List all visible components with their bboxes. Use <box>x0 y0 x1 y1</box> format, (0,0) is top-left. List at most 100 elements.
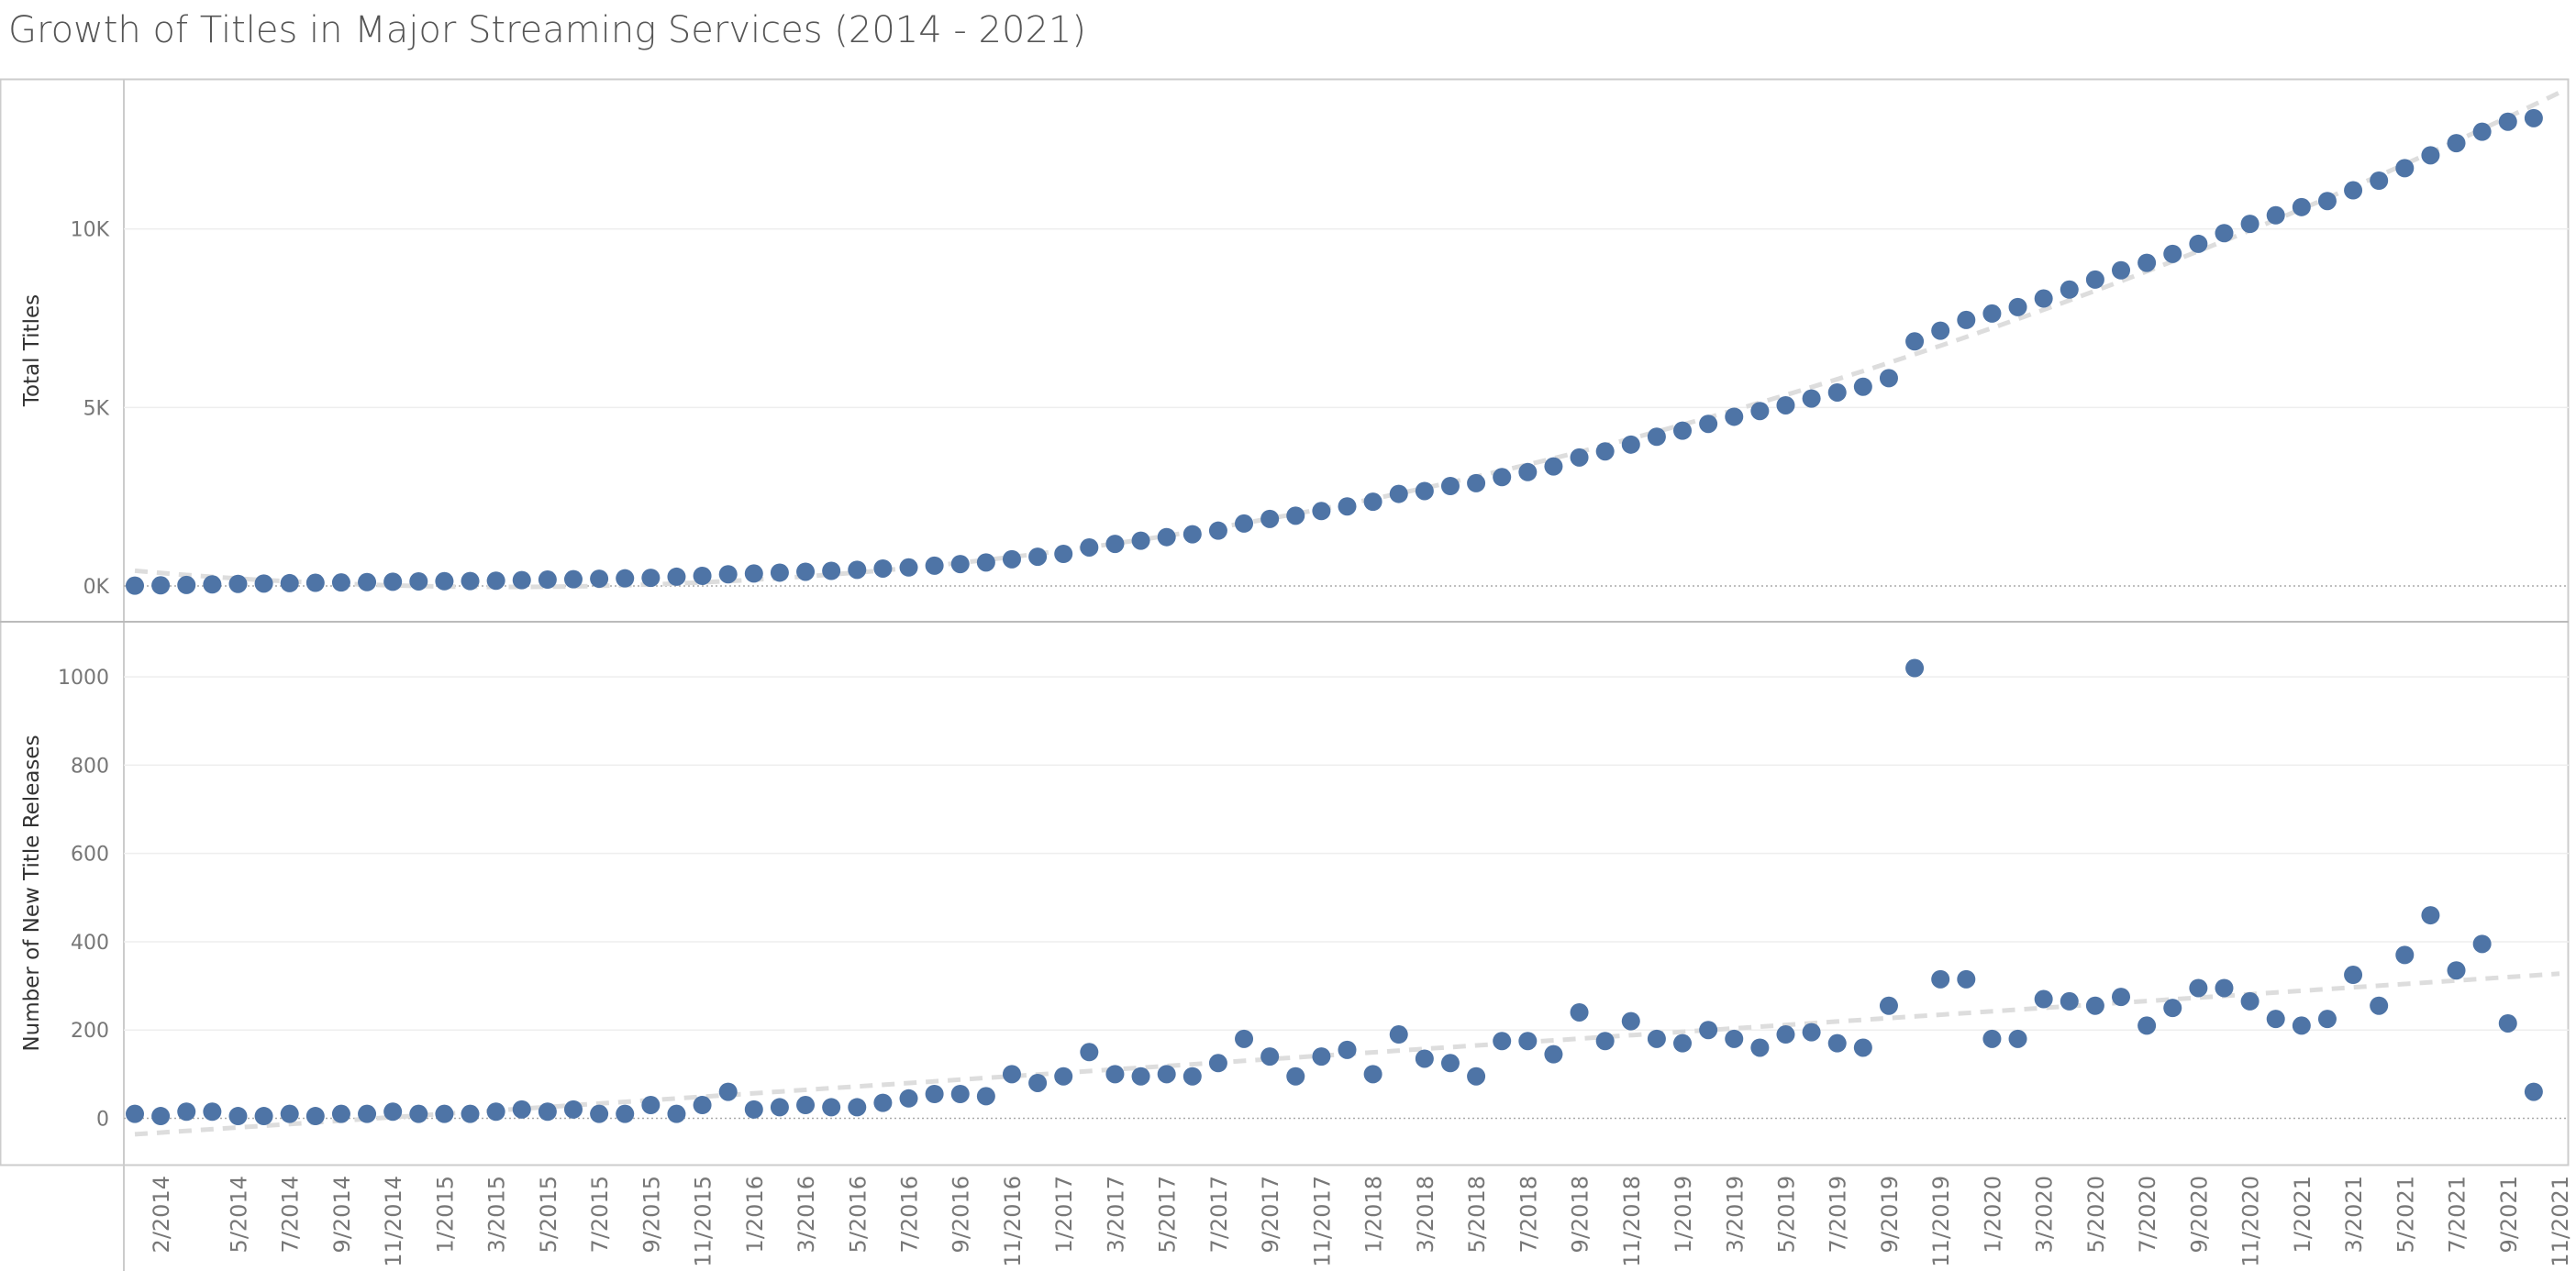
y-tick-label: 200 <box>71 1020 109 1043</box>
x-tick-label: 3/2019 <box>1722 1176 1748 1253</box>
data-point <box>1338 497 1357 516</box>
data-point <box>461 571 480 591</box>
data-point <box>280 573 299 592</box>
data-point <box>1440 1054 1460 1073</box>
data-point <box>1905 658 1925 678</box>
data-point <box>667 567 686 586</box>
x-tick-label: 9/2015 <box>638 1176 664 1253</box>
data-point <box>693 566 712 585</box>
data-point <box>1312 1047 1331 1067</box>
data-point <box>590 569 609 589</box>
x-tick-label: 5/2018 <box>1464 1176 1490 1253</box>
data-point <box>1544 457 1563 476</box>
data-point <box>538 1102 557 1122</box>
x-tick-label: 5/2016 <box>845 1176 871 1253</box>
data-point <box>1054 545 1073 563</box>
data-point <box>2344 181 2363 200</box>
y-axis-title: Number of New Title Releases <box>20 735 44 1051</box>
data-point <box>873 558 893 578</box>
data-point <box>1673 1033 1693 1053</box>
data-point <box>873 1093 893 1112</box>
data-point <box>228 1107 248 1126</box>
data-point <box>899 1089 918 1108</box>
data-point <box>822 561 841 580</box>
data-point <box>2137 1016 2157 1035</box>
data-point <box>2447 961 2466 980</box>
data-point <box>1028 1073 1048 1092</box>
data-point <box>1879 369 1898 388</box>
x-tick-label: 1/2015 <box>432 1176 458 1253</box>
x-tick-label: 3/2021 <box>2341 1176 2367 1253</box>
data-point <box>1518 1032 1538 1051</box>
data-point <box>1183 525 1202 544</box>
data-point <box>2085 270 2104 289</box>
x-tick-label: 11/2014 <box>381 1176 406 1267</box>
data-point <box>563 569 583 589</box>
y-tick-label: 5K <box>83 397 110 420</box>
data-point <box>1982 1029 2002 1048</box>
x-tick-label: 11/2015 <box>691 1176 716 1267</box>
data-point <box>280 1104 299 1123</box>
data-point <box>1054 1067 1073 1086</box>
data-point <box>1208 521 1227 540</box>
data-point <box>2189 234 2208 253</box>
data-point <box>1931 321 1950 340</box>
data-point <box>409 1104 428 1123</box>
data-point <box>1673 421 1693 440</box>
data-point <box>2215 224 2234 243</box>
data-point <box>925 556 944 575</box>
data-point <box>305 573 325 592</box>
data-point <box>1879 996 1898 1015</box>
data-point <box>331 573 350 592</box>
data-point <box>1570 448 1589 467</box>
data-point <box>1750 1038 1770 1057</box>
x-tick-label: 2/2014 <box>149 1176 174 1253</box>
data-point <box>770 563 789 582</box>
x-tick-label: 3/2016 <box>794 1176 819 1253</box>
data-point <box>1002 1065 1021 1084</box>
data-point <box>486 571 505 591</box>
x-tick-label: 11/2018 <box>1619 1176 1645 1267</box>
data-point <box>1776 1025 1795 1044</box>
data-point <box>151 1107 171 1126</box>
data-point <box>1105 535 1125 554</box>
data-point <box>2447 134 2466 153</box>
data-point <box>435 1104 454 1123</box>
data-point <box>1982 304 2002 323</box>
data-point <box>770 1098 789 1117</box>
data-point <box>2472 122 2492 141</box>
total-titles-panel: 0K 5K 10K Total Titles <box>20 90 2569 599</box>
data-point <box>1827 382 1847 402</box>
x-tick-label: 3/2018 <box>1413 1176 1438 1253</box>
x-tick-label: 5/2020 <box>2083 1176 2109 1253</box>
data-point <box>2292 197 2311 216</box>
x-tick-label: 3/2017 <box>1103 1176 1128 1253</box>
data-point <box>1286 506 1305 525</box>
y-tick-label: 0 <box>96 1108 109 1131</box>
data-point <box>925 1084 944 1103</box>
y-tick-label: 800 <box>71 755 109 778</box>
data-point <box>796 1096 816 1115</box>
x-tick-label: 7/2015 <box>587 1176 613 1253</box>
data-point <box>1389 1025 1408 1044</box>
data-point <box>641 569 661 588</box>
data-point <box>2266 205 2285 225</box>
data-point <box>2498 1013 2517 1033</box>
data-point <box>1931 969 1950 989</box>
data-point <box>1415 1049 1434 1068</box>
data-point <box>2240 215 2260 234</box>
data-point <box>1183 1067 1202 1086</box>
data-point <box>950 555 970 574</box>
x-tick-label: 3/2020 <box>2032 1176 2058 1253</box>
data-point <box>744 1100 763 1119</box>
data-point <box>1440 477 1460 495</box>
data-point <box>2395 945 2415 965</box>
y-tick-label: 1000 <box>58 667 109 690</box>
data-point <box>950 1084 970 1103</box>
data-point <box>667 1104 686 1123</box>
y-tick-label: 400 <box>71 932 109 955</box>
data-point <box>2215 978 2234 998</box>
x-tick-label: 9/2017 <box>1258 1176 1283 1253</box>
data-point <box>305 1107 325 1126</box>
chart-title: Growth of Titles in Major Streaming Serv… <box>8 9 1086 51</box>
